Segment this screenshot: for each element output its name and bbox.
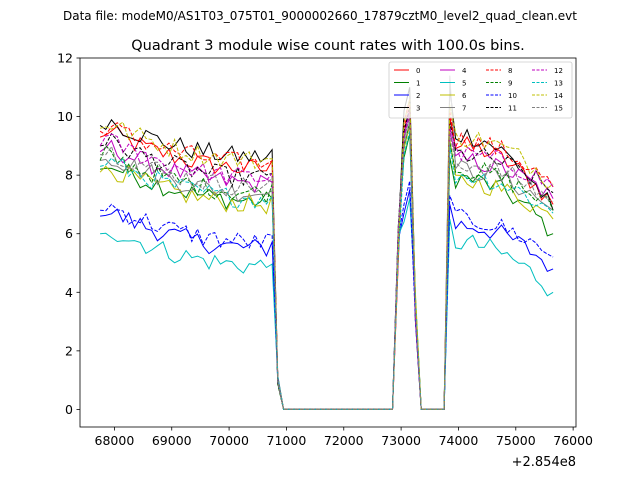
x-tick-label: 72000: [324, 433, 364, 448]
plot-area: [99, 75, 554, 410]
y-tick-label: 0: [65, 402, 73, 417]
legend-label-4: 4: [462, 67, 467, 75]
legend-label-3: 3: [416, 105, 420, 113]
x-tick-label: 69000: [152, 433, 192, 448]
legend-label-8: 8: [508, 67, 512, 75]
series-15-line: [100, 122, 554, 410]
x-tick-label: 68000: [95, 433, 135, 448]
y-tick-label: 2: [65, 343, 73, 358]
y-tick-label: 10: [57, 109, 73, 124]
legend-label-12: 12: [554, 67, 563, 75]
axes: 68000 69000 70000 71000 72000 73000 74000 75000…: [57, 51, 593, 449]
legend-label-6: 6: [462, 92, 467, 100]
legend-label-5: 5: [462, 80, 466, 88]
chart-title: Quadrant 3 module wise count rates with …: [131, 38, 525, 54]
legend-label-2: 2: [416, 92, 420, 100]
x-tick-label: 73000: [381, 433, 421, 448]
x-offset-label: +2.854e8: [512, 455, 576, 470]
legend-label-11: 11: [508, 105, 517, 113]
x-tick-label: 70000: [209, 433, 249, 448]
legend-label-0: 0: [416, 67, 420, 75]
legend-label-15: 15: [554, 105, 563, 113]
x-tick-label: 75000: [496, 433, 536, 448]
y-tick-label: 6: [65, 226, 73, 241]
y-tick-label: 8: [65, 168, 73, 183]
series-13-line: [99, 131, 554, 410]
series-14-line: [99, 98, 554, 410]
legend-label-7: 7: [462, 105, 466, 113]
legend-box: [388, 61, 573, 119]
legend-label-9: 9: [508, 80, 512, 88]
chart-suptitle: Data file: modeM0/AS1T03_075T01_90000026…: [63, 9, 577, 23]
y-tick-label: 12: [57, 51, 73, 66]
legend-label-1: 1: [416, 80, 420, 88]
x-tick-label: 76000: [553, 433, 593, 448]
x-tick-label: 74000: [439, 433, 479, 448]
legend-label-14: 14: [554, 92, 563, 100]
y-tick-label: 4: [65, 285, 73, 300]
legend-label-10: 10: [508, 92, 517, 100]
legend-label-13: 13: [554, 80, 563, 88]
x-tick-label: 71000: [267, 433, 307, 448]
axes-frame: [79, 57, 577, 428]
